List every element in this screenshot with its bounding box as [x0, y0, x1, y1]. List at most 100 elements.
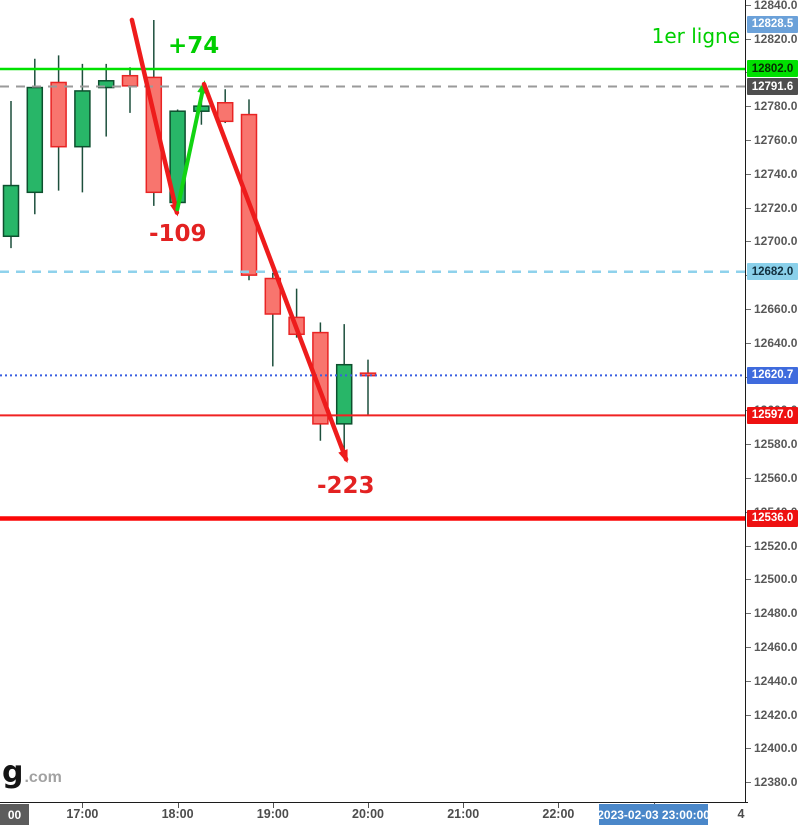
candle — [240, 99, 258, 281]
price-tick-mark — [746, 714, 751, 716]
trendline-loss-label-2: -223 — [317, 473, 375, 499]
candle — [50, 55, 67, 191]
candle-body — [2, 184, 20, 238]
clipped-time-label-left: 00 — [0, 804, 29, 825]
price-tick-label: 12380.0 — [754, 775, 798, 790]
candle — [2, 101, 20, 249]
price-tick-mark — [746, 173, 751, 175]
candle — [264, 263, 282, 367]
candle-body — [26, 86, 44, 194]
price-tick-mark — [746, 646, 751, 648]
watermark-logo-letter: g — [2, 755, 24, 790]
time-tick-mark — [368, 803, 369, 808]
trend-line[interactable] — [175, 82, 207, 212]
time-tick-label: 21:00 — [447, 807, 480, 821]
time-tick-mark — [558, 803, 560, 808]
price-tick-mark — [746, 444, 751, 446]
chart-canvas — [0, 17, 745, 521]
candle — [26, 58, 44, 215]
price-level-label: 12791.6 — [747, 78, 798, 96]
price-tick-label: 12780.0 — [754, 99, 798, 114]
candle-body — [97, 80, 115, 89]
trend-line[interactable] — [129, 17, 180, 215]
candle — [97, 63, 115, 137]
price-tick-label: 12580.0 — [754, 437, 798, 452]
candle-body — [121, 74, 139, 87]
price-tick-mark — [746, 477, 751, 479]
candle-body — [335, 363, 353, 425]
trend-line[interactable] — [201, 81, 349, 462]
price-tick-label: 12420.0 — [754, 707, 798, 722]
time-tick-label: 20:00 — [352, 807, 384, 821]
price-tick-mark — [746, 207, 751, 209]
price-tick-label: 12740.0 — [754, 166, 798, 181]
price-level-label: 12828.5 — [747, 15, 798, 33]
price-axis[interactable]: 12840.012820.012800.012780.012760.012740… — [745, 0, 798, 817]
candle — [169, 109, 186, 213]
price-tick-mark — [746, 241, 751, 243]
price-tick-label: 12500.0 — [754, 572, 798, 587]
price-level-label: 12682.0 — [747, 263, 798, 281]
first-line-label: 1er ligne — [651, 24, 740, 48]
time-tick-label: 22:00 — [542, 807, 575, 821]
price-tick-label: 12400.0 — [754, 741, 798, 756]
price-level-label: 12597.0 — [747, 406, 798, 424]
time-tick-mark — [177, 803, 179, 808]
price-tick-label: 12560.0 — [754, 470, 798, 485]
price-tick-label: 12480.0 — [754, 606, 798, 621]
time-axis[interactable]: 17:00 18:00 19:00 20:00 21:00 22:00 2023-02-03… — [0, 802, 798, 826]
highlighted-datetime-label: 2023-02-03 23:00:00 — [597, 804, 710, 825]
price-tick-label: 12520.0 — [754, 538, 798, 553]
clipped-time-label-right: 4 — [737, 807, 745, 821]
price-tick-mark — [746, 579, 751, 581]
price-level-label: 12620.7 — [747, 366, 798, 384]
trendline-gain-label: +74 — [168, 33, 220, 59]
candle — [74, 63, 91, 193]
trendline-loss-label-1: -109 — [149, 221, 207, 247]
candle-body — [74, 90, 91, 148]
candle-body — [264, 277, 282, 315]
price-tick-mark — [746, 782, 751, 784]
price-level-label: 12802.0 — [747, 60, 798, 78]
price-tick-label: 12720.0 — [754, 200, 798, 215]
price-tick-label: 12840.0 — [754, 0, 798, 12]
candle-body — [216, 102, 234, 123]
chart-bottom-border — [0, 802, 748, 803]
price-tick-mark — [746, 106, 751, 108]
price-tick-mark — [746, 342, 751, 344]
price-tick-mark — [746, 613, 751, 615]
price-tick-label: 12640.0 — [754, 335, 798, 350]
watermark-logo-suffix: .com — [24, 769, 62, 786]
candle-body — [359, 372, 377, 377]
candle-body — [50, 81, 67, 148]
price-tick-mark — [746, 748, 751, 750]
price-tick-label: 12760.0 — [754, 132, 798, 147]
price-tick-label: 12460.0 — [754, 639, 798, 654]
candle — [359, 359, 377, 416]
price-tick-mark — [746, 139, 751, 141]
candlestick-chart[interactable] — [0, 0, 745, 802]
candle — [216, 89, 234, 124]
trend-line-arrowhead — [338, 449, 348, 464]
time-tick-mark — [463, 803, 465, 808]
price-tick-mark — [746, 545, 751, 547]
price-tick-label: 12820.0 — [754, 31, 798, 46]
time-tick-mark — [82, 803, 84, 808]
watermark-logo: g .com — [2, 758, 62, 788]
price-tick-mark — [746, 38, 751, 40]
price-tick-mark — [746, 680, 751, 682]
price-tick-label: 12660.0 — [754, 301, 798, 316]
candle — [121, 67, 139, 113]
candle-body — [240, 113, 258, 276]
candle-body — [193, 105, 210, 112]
price-level-label: 12536.0 — [747, 509, 798, 527]
price-tick-label: 12440.0 — [754, 673, 798, 688]
price-tick-label: 12700.0 — [754, 234, 798, 249]
price-tick-mark — [746, 308, 751, 310]
time-tick-mark — [272, 803, 274, 808]
time-tick-label: 17:00 — [66, 807, 99, 821]
candle — [335, 324, 353, 456]
time-tick-label: 18:00 — [161, 807, 194, 821]
time-tick-label: 19:00 — [256, 807, 289, 821]
